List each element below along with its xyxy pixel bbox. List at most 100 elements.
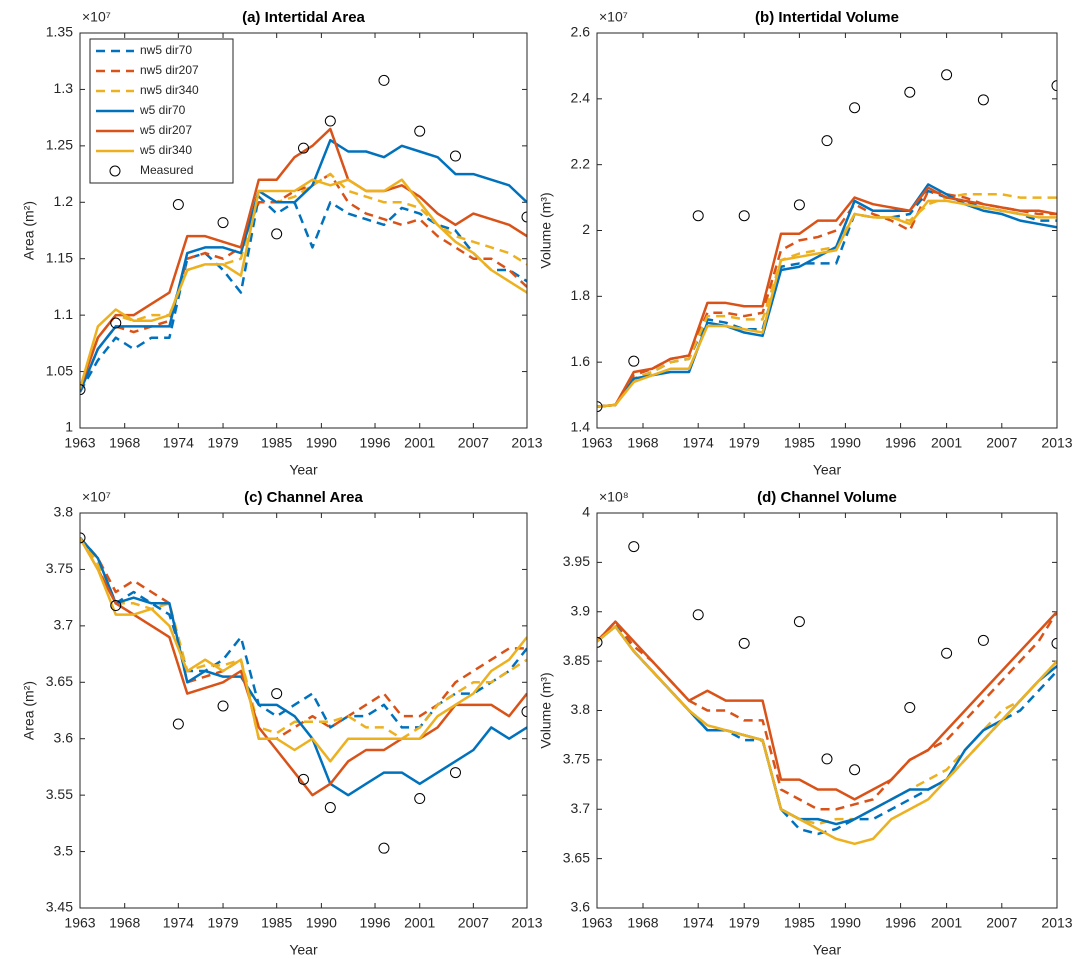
x-axis-label: Year: [813, 462, 842, 478]
x-tick-label: 1996: [359, 435, 390, 451]
y-tick-label: 1.4: [571, 419, 591, 435]
measured-point: [821, 135, 833, 147]
panel: (d) Channel Volume ×10⁸ Year Volume (m³) 196…: [538, 489, 1073, 958]
legend-label: w5 dir340: [139, 143, 192, 157]
y-tick-label: 1.05: [46, 362, 73, 378]
measured-point: [793, 616, 805, 628]
axes-box: [596, 32, 1058, 429]
x-tick-label: 1996: [885, 435, 916, 451]
measured-point: [977, 634, 989, 646]
panel: (a) Intertidal Area ×10⁷ Year Area (m²) 1963…: [21, 9, 543, 478]
y-tick-label: 3.8: [54, 504, 74, 520]
plot-area: [597, 69, 1057, 413]
series-line: [597, 189, 1057, 408]
y-axis-label: Area (m²): [21, 201, 37, 260]
y-tick-label: 3.65: [46, 673, 73, 689]
chart-title: (a) Intertidal Area: [242, 9, 365, 26]
x-tick-label: 2007: [458, 915, 489, 931]
series-line: [80, 172, 527, 389]
x-tick-label: 1985: [784, 435, 815, 451]
y-tick-label: 3.95: [563, 553, 590, 569]
measured-point: [172, 718, 184, 730]
series-line: [597, 625, 1057, 846]
measured-point: [941, 647, 953, 659]
y-tick-label: 1.2: [54, 193, 74, 209]
measured-point: [110, 600, 122, 612]
measured-point: [414, 125, 426, 137]
axes-box: [596, 512, 1058, 909]
legend-label: nw5 dir340: [140, 83, 199, 97]
measured-point: [628, 355, 640, 367]
y-tick-label: 4: [582, 504, 590, 520]
x-tick-label: 1963: [64, 435, 95, 451]
x-tick-label: 1996: [359, 915, 390, 931]
series-line: [80, 537, 527, 797]
measured-point: [298, 773, 309, 785]
measured-point: [449, 767, 461, 779]
x-tick-label: 1974: [163, 435, 194, 451]
measured-point: [110, 317, 122, 329]
measured-point: [324, 115, 336, 127]
measured-point: [597, 401, 603, 413]
y-tick-label: 1.35: [46, 24, 73, 40]
measured-point: [521, 706, 527, 718]
x-tick-label: 2001: [931, 915, 962, 931]
axes-box: [79, 32, 528, 429]
axis-multiplier: ×10⁸: [599, 489, 629, 505]
series-line: [597, 193, 1057, 408]
x-tick-label: 2013: [511, 435, 542, 451]
x-tick-label: 1974: [163, 915, 194, 931]
measured-point: [378, 842, 390, 854]
x-tick-label: 1968: [627, 915, 658, 931]
y-tick-label: 3.85: [563, 652, 590, 668]
series-line: [80, 537, 527, 797]
y-tick-label: 1.15: [46, 249, 73, 265]
panel: (b) Intertidal Volume ×10⁷ Year Volume (m³)…: [538, 9, 1073, 478]
y-tick-label: 3.45: [46, 899, 73, 915]
x-tick-label: 1979: [207, 435, 238, 451]
y-tick-label: 1.6: [571, 353, 591, 369]
legend-label: Measured: [140, 163, 193, 177]
series-line: [80, 172, 527, 393]
y-axis-label: Volume (m³): [538, 192, 554, 268]
series-line: [597, 183, 1057, 408]
x-tick-label: 1990: [306, 915, 337, 931]
series-line: [597, 610, 1057, 801]
x-tick-label: 1968: [109, 435, 140, 451]
measured-point: [904, 702, 916, 714]
x-tick-label: 1968: [627, 435, 658, 451]
measured-point: [271, 688, 283, 700]
chart-title: (d) Channel Volume: [757, 489, 897, 506]
measured-point: [1051, 637, 1057, 649]
measured-point: [793, 199, 805, 211]
chart-title: (c) Channel Area: [244, 489, 363, 506]
y-tick-label: 3.75: [46, 560, 73, 576]
measured-point: [217, 700, 229, 712]
plot-area: [80, 74, 527, 396]
legend-marker: [109, 165, 121, 177]
measured-point: [80, 384, 86, 396]
x-tick-label: 1979: [207, 915, 238, 931]
y-tick-label: 3.65: [563, 849, 590, 865]
x-tick-label: 2013: [1041, 915, 1072, 931]
x-tick-label: 2007: [986, 915, 1017, 931]
x-tick-label: 2013: [1041, 435, 1072, 451]
y-tick-label: 3.5: [54, 842, 74, 858]
x-tick-label: 1990: [306, 435, 337, 451]
y-tick-label: 1.25: [46, 137, 73, 153]
x-tick-label: 1968: [109, 915, 140, 931]
measured-point: [738, 210, 750, 222]
series-line: [80, 127, 527, 389]
x-axis-label: Year: [813, 942, 842, 958]
axes-box: [79, 512, 528, 909]
chart-title: (b) Intertidal Volume: [755, 9, 899, 26]
panel: (c) Channel Area ×10⁷ Year Area (m²) 1963 196…: [21, 489, 543, 958]
y-tick-label: 3.6: [54, 729, 74, 745]
plot-area: [80, 532, 527, 854]
series-line: [597, 625, 1057, 826]
x-tick-label: 1985: [784, 915, 815, 931]
measured-point: [449, 150, 461, 162]
measured-point: [271, 228, 283, 240]
series-line: [597, 189, 1057, 408]
